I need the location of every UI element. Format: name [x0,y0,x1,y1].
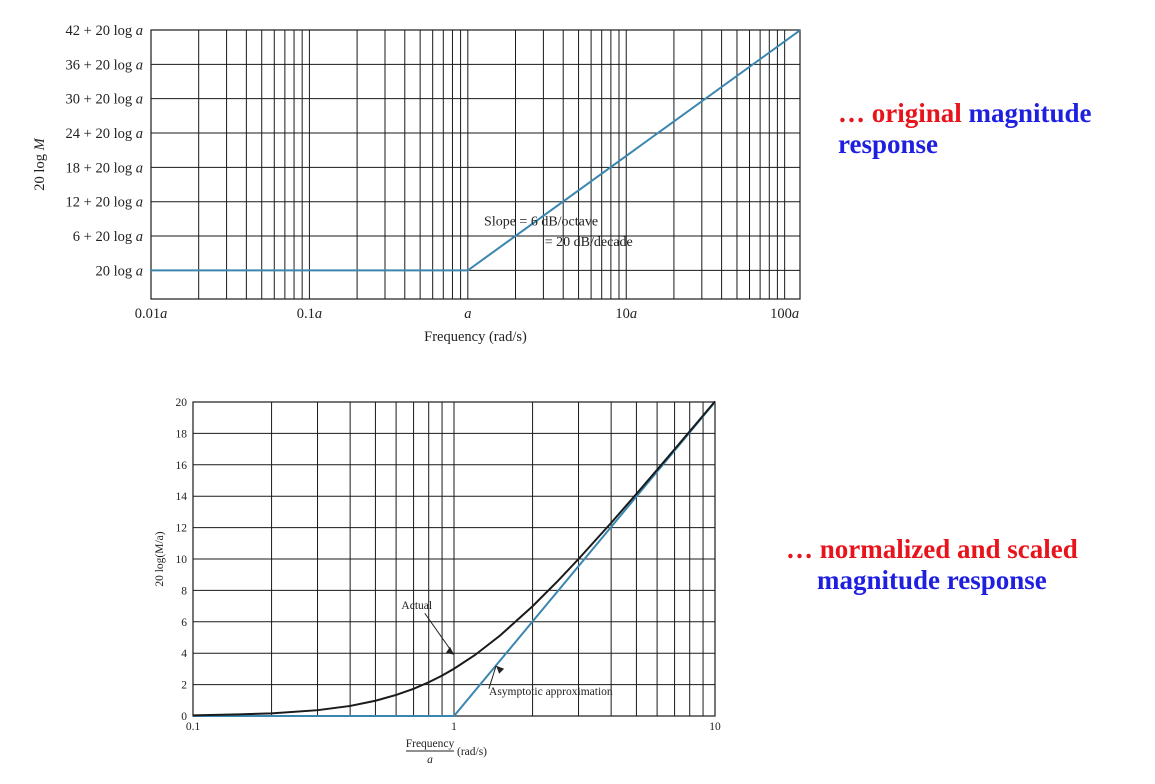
actual-curve [192,400,716,717]
x-axis-label: Frequency (rad/s) [424,329,527,345]
x-axis-label-denominator: a [427,754,433,766]
x-tick-label: 0.1a [297,306,322,322]
y-tick-label: 6 [181,617,187,629]
slope-annotation: = 20 dB/decade [545,235,633,250]
asymptote-line [151,29,801,272]
chart-original-magnitude: 42 + 20 log a 36 + 20 log a 30 + 20 log a 2… [32,23,801,345]
annotation-asymptotic-pointer [488,665,497,689]
x-axis-label-numerator: Frequency [406,738,455,750]
x-tick-label: 1 [451,721,457,733]
x-axis-label-unit: (rad/s) [457,746,487,758]
x-tick-label: a [464,306,471,322]
annotation-asymptotic-arrowhead [496,665,505,674]
y-tick-label: 8 [181,585,187,597]
annotation-actual-arrowhead [446,646,454,655]
y-tick-label: 4 [181,648,187,660]
y-tick-label: 14 [176,491,188,503]
x-tick-label: 100a [770,306,799,322]
caption-top-dots: … [838,98,865,128]
y-tick-label: 36 + 20 log a [66,57,143,73]
y-tick-label: 24 + 20 log a [66,126,143,142]
y-tick-label: 20 [176,397,188,409]
y-tick-label: 6 + 20 log a [73,229,143,245]
y-tick-label: 10 [176,554,188,566]
y-tick-label: 0 [181,711,187,723]
y-axis-label: 20 log M [32,137,48,190]
slope-annotation: Slope = 6 dB/octave [484,215,598,230]
caption-top: … original magnitude response [838,98,1092,160]
caption-bottom: … normalized and scaled magnitude respon… [786,534,1078,596]
y-tick-label: 12 + 20 log a [66,195,143,211]
y-tick-label: 30 + 20 log a [66,92,143,108]
y-tick-label: 42 + 20 log a [66,23,143,39]
annotation-asymptotic: Asymptotic approximation [489,686,613,698]
y-tick-label: 2 [181,680,187,692]
x-tick-label: 0.01a [135,306,168,322]
caption-bottom-line2: magnitude response [816,565,1047,595]
x-tick-label: 10 [709,721,721,733]
y-tick-label: 12 [176,523,188,535]
y-tick-label: 18 + 20 log a [66,160,143,176]
x-tick-label: 10a [615,306,637,322]
chart-normalized-magnitude: 0 2 4 6 8 10 12 14 16 18 20 0.1 1 10 Frequency a (rad/s)… [154,397,721,766]
annotation-actual: Actual [401,600,432,612]
y-axis-label: 20 log(M/a) [154,531,166,586]
x-tick-label: 0.1 [186,721,201,733]
caption-bottom-word1: normalized and scaled [819,534,1078,564]
y-tick-label: 18 [176,428,188,440]
y-tick-label: 16 [176,460,188,472]
caption-top-word2: magnitude [968,98,1092,128]
caption-top-line2: response [838,129,939,159]
caption-top-word1: original [871,98,962,128]
annotation-actual-pointer [424,612,455,656]
plot-frame [150,29,801,300]
caption-bottom-dots: … [786,534,813,564]
y-tick-label: 20 log a [95,263,143,279]
asymptote-line [193,401,716,717]
